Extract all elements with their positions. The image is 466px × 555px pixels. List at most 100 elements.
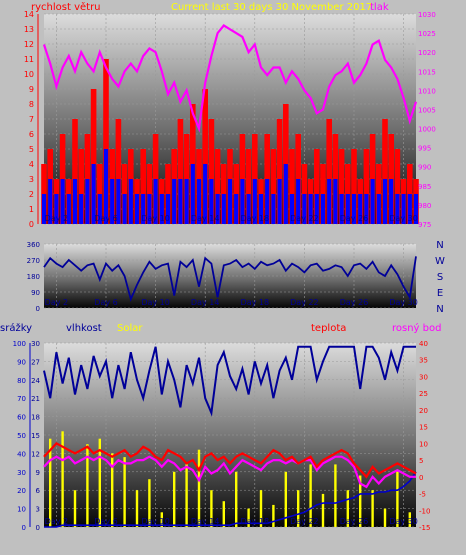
wind-average-bar xyxy=(209,179,214,224)
wind-speed-bar xyxy=(115,119,122,224)
right-y-tick-label: 975 xyxy=(418,221,431,229)
x-tick-label: Day 30 xyxy=(389,298,418,307)
direction-grid xyxy=(44,243,416,309)
compass-e-label: E xyxy=(437,288,443,299)
temperature-tick-label: 10 xyxy=(419,440,428,448)
wind-speed-bar xyxy=(78,149,84,224)
solar-bar xyxy=(235,471,238,527)
solar-bar xyxy=(160,512,163,527)
temperature-tick-label: 35 xyxy=(419,357,428,365)
wind-average-bar xyxy=(54,194,59,224)
wind-average-bar xyxy=(401,194,406,224)
right-y-tick-label: 1015 xyxy=(418,68,436,76)
wind-speed-bar xyxy=(351,149,357,224)
wind-speed-bar xyxy=(338,149,345,224)
wind-average-bar xyxy=(246,194,251,224)
wind-average-bar xyxy=(327,179,332,224)
solar-bar xyxy=(123,457,126,527)
direction-axes: 0 90 180 270 360 Day 2 Day 6 Day 10 Day 14 Day 18… xyxy=(27,241,418,313)
rain-tick-label: 90 xyxy=(17,358,26,366)
wind-average-bar xyxy=(122,194,127,224)
wind-speed-bar xyxy=(394,149,401,224)
wind-average-bar xyxy=(320,194,326,224)
temperature-tick-label: 40 xyxy=(419,340,428,348)
wind-average-bar xyxy=(41,194,47,224)
direction-line xyxy=(43,256,417,302)
wind-speed-bar xyxy=(214,149,221,224)
right-y-tick-label: 1005 xyxy=(418,106,436,114)
temperature-tick-label: 25 xyxy=(419,390,428,398)
wind-average-bar xyxy=(382,179,388,224)
solar-bar xyxy=(148,479,151,527)
solar-bar xyxy=(247,508,250,527)
rain-tick-label: 100 xyxy=(13,340,26,348)
x-tick-label: Day 6 xyxy=(94,517,117,526)
compass-n-label: N xyxy=(436,304,443,315)
temperature-series xyxy=(43,345,417,528)
dew-point-line xyxy=(43,455,416,489)
wind-average-bar xyxy=(103,149,109,224)
wind-average-bar xyxy=(91,164,96,224)
solar-bar xyxy=(73,490,77,527)
wind-average-bar xyxy=(413,194,419,224)
x-tick-label: Day 6 xyxy=(94,214,117,223)
x-tick-label: Day 26 xyxy=(340,517,369,526)
wind-speed-bar xyxy=(245,149,252,224)
wind-average-bar xyxy=(227,179,233,224)
direction-tick-label: 270 xyxy=(27,257,40,265)
humidity-tick-label: 0 xyxy=(36,524,40,532)
temperature-line xyxy=(43,442,417,479)
wind-average-bar xyxy=(252,179,257,224)
wind-average-bar xyxy=(407,194,412,224)
wind-average-bar xyxy=(190,164,195,224)
temperature-tick-label: 15 xyxy=(419,424,428,432)
direction-tick-label: 180 xyxy=(27,273,40,281)
wind-speed-bar xyxy=(276,119,283,224)
temperature-tick-label: -10 xyxy=(419,507,430,515)
direction-tick-label: 0 xyxy=(36,305,40,313)
wind-average-bar xyxy=(184,179,189,224)
wind-average-bar xyxy=(339,194,344,224)
x-tick-label: Day 14 xyxy=(191,214,220,223)
right-y-tick-label: 1000 xyxy=(418,126,436,134)
x-tick-label: Day 2 xyxy=(45,298,68,307)
solar-bar xyxy=(185,464,188,527)
left-y-tick-label: 11 xyxy=(24,55,34,64)
left-y-tick-label: 9 xyxy=(29,85,34,94)
left-y-tick-label: 7 xyxy=(29,115,34,124)
dew-point-label: rosný bod xyxy=(392,322,441,334)
temperature-tick-label: 5 xyxy=(419,457,423,465)
solar-bar xyxy=(135,490,139,527)
solar-bar xyxy=(346,490,349,527)
solar-bar xyxy=(321,493,325,527)
wind-average-bar xyxy=(333,179,338,224)
wind-speed-bar xyxy=(177,119,184,224)
wind-speed-bar xyxy=(202,89,208,224)
compass-s-label: S xyxy=(437,272,443,283)
right-y-tick-label: 980 xyxy=(418,202,431,210)
solar-bar xyxy=(173,471,176,527)
rain-line xyxy=(44,471,417,528)
wind-average-bar xyxy=(221,194,226,224)
x-tick-label: Day 10 xyxy=(141,298,170,307)
x-tick-label: Day 26 xyxy=(340,298,369,307)
wind-average-bar xyxy=(128,179,133,224)
temperature-label: teplota xyxy=(311,323,346,334)
wind-speed-bar xyxy=(289,149,295,224)
left-y-tick-label: 5 xyxy=(29,145,34,154)
x-tick-label: Day 2 xyxy=(45,517,68,526)
compass-n-label: N xyxy=(436,240,443,251)
right-y-tick-label: 985 xyxy=(418,183,431,191)
wind-average-bar xyxy=(376,194,381,224)
left-y-tick-label: 10 xyxy=(24,70,34,79)
wind-speed-bar xyxy=(72,119,78,224)
solar-bar xyxy=(383,508,387,527)
humidity-tick-label: 12 xyxy=(31,450,40,458)
temperature-grid xyxy=(44,342,416,528)
temperature-tick-label: 30 xyxy=(419,373,428,381)
wind-average-bar xyxy=(296,179,301,224)
wind-average-bar xyxy=(153,179,158,224)
left-y-tick-label: 8 xyxy=(29,100,34,109)
